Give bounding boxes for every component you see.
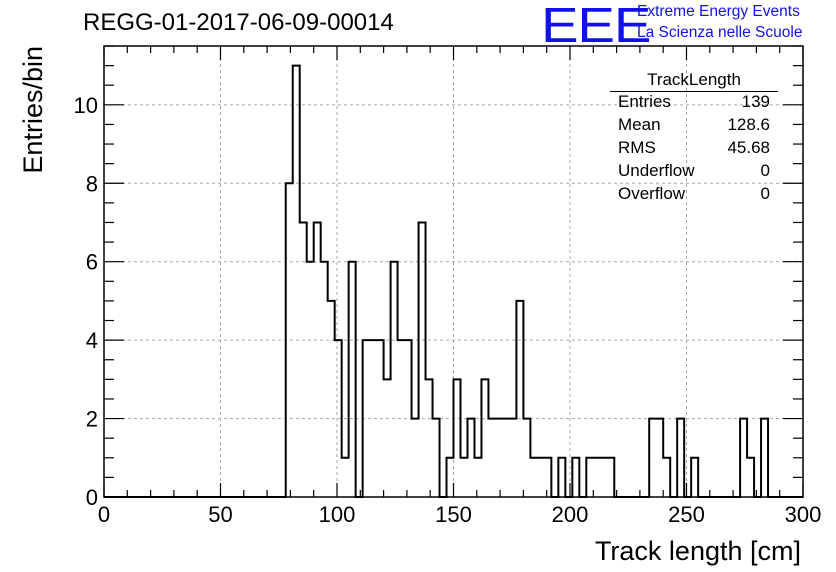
stats-label: Overflow [618, 184, 686, 203]
stats-value: 128.6 [727, 115, 770, 134]
x-tick-label: 300 [785, 502, 822, 527]
axis-ticks [103, 45, 804, 498]
axis-tick-labels: 0 50 100 150 200 250 300 0 2 4 6 8 10 [74, 93, 822, 527]
y-axis-title: Entries/bin [18, 46, 48, 174]
logo-caption-line-1: Extreme Energy Events [637, 3, 800, 20]
logo-caption-line-2: La Scienza nelle Scuole [637, 24, 803, 41]
stats-box-title: TrackLength [647, 70, 741, 89]
stats-value: 139 [741, 92, 770, 111]
x-tick-label: 250 [668, 502, 705, 527]
x-tick-label: 0 [98, 502, 110, 527]
x-tick-label: 200 [552, 502, 589, 527]
stats-label: RMS [618, 138, 656, 157]
y-tick-label: 8 [86, 171, 98, 196]
x-tick-label: 100 [319, 502, 356, 527]
y-tick-label: 6 [86, 250, 98, 275]
x-tick-label: 150 [435, 502, 472, 527]
stats-label: Underflow [618, 161, 695, 180]
eee-logo-mark: EEE [541, 0, 651, 53]
y-tick-label: 0 [86, 485, 98, 510]
stats-value: 45.68 [727, 138, 770, 157]
stats-row-entries: Entries 139 [618, 92, 770, 115]
y-tick-label: 4 [86, 328, 98, 353]
stats-value: 0 [760, 184, 770, 203]
x-axis-title: Track length [cm] [595, 536, 801, 566]
x-tick-label: 50 [208, 502, 232, 527]
stats-box-rule [610, 91, 778, 92]
stats-box: TrackLength Entries 139 Mean 128.6 RMS 4… [610, 70, 778, 212]
stats-row-mean: Mean 128.6 [618, 115, 770, 138]
stats-value: 0 [760, 161, 770, 180]
chart-title: REGG-01-2017-06-09-00014 [83, 9, 394, 36]
stats-row-rms: RMS 45.68 [618, 138, 770, 161]
stats-label: Mean [618, 115, 661, 134]
y-tick-label: 10 [74, 93, 98, 118]
stats-row-overflow: Overflow 0 [618, 184, 770, 207]
stats-label: Entries [618, 92, 671, 111]
y-tick-label: 2 [86, 407, 98, 432]
stats-row-underflow: Underflow 0 [618, 161, 770, 184]
